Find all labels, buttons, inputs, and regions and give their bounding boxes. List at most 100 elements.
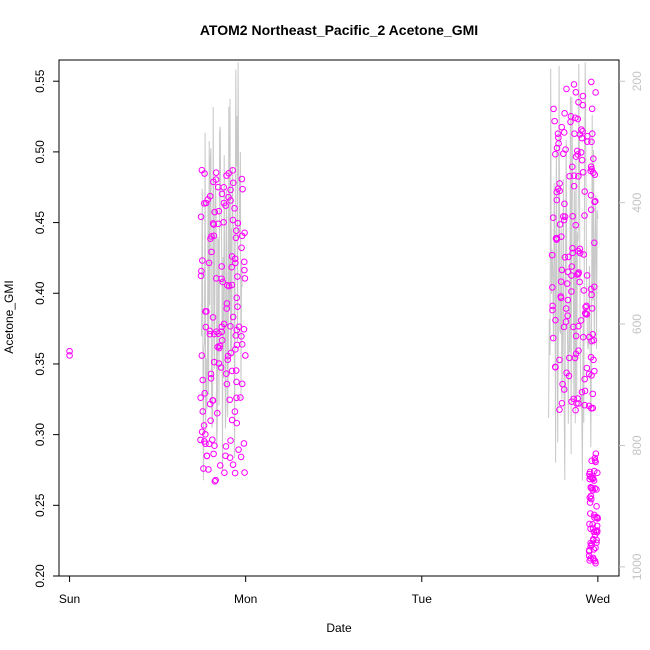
data-point	[567, 113, 575, 120]
data-point	[205, 440, 213, 448]
y-tick-label: 0.35	[33, 352, 47, 376]
data-point	[587, 167, 594, 175]
data-point	[227, 437, 234, 444]
data-point	[241, 469, 248, 476]
data-point	[587, 484, 595, 492]
data-point	[586, 494, 594, 501]
data-point	[590, 336, 597, 344]
data-point	[562, 318, 570, 326]
data-point	[586, 520, 593, 528]
data-point	[231, 408, 239, 415]
data-point	[219, 278, 227, 286]
axes-layer: 0.20 0.25 0.30 0.35 0.40 0.45 0.50 0.55 200 400 60…	[33, 69, 644, 606]
data-point	[574, 395, 581, 402]
data-point	[568, 163, 576, 171]
y-tick-label: 0.20	[33, 564, 47, 588]
data-point	[551, 117, 558, 125]
data-point	[570, 323, 577, 331]
plot-frame	[58, 59, 620, 577]
data-point	[220, 183, 228, 191]
data-point	[215, 220, 222, 228]
data-point	[574, 173, 582, 180]
data-point	[234, 273, 241, 280]
data-point	[593, 536, 600, 544]
data-point	[228, 416, 236, 424]
data-point	[238, 244, 245, 252]
data-point	[215, 344, 223, 352]
data-point	[222, 370, 230, 378]
data-point	[553, 188, 561, 196]
data-point	[223, 380, 231, 388]
data-point	[197, 213, 205, 221]
data-point	[568, 272, 575, 279]
data-point	[232, 259, 239, 267]
data-point	[228, 263, 236, 271]
data-point	[229, 216, 237, 224]
data-point	[238, 175, 246, 183]
data-point	[576, 249, 584, 257]
data-point	[570, 182, 578, 190]
data-point	[197, 436, 204, 444]
data-point	[198, 352, 206, 359]
y-axis-label: Acetone_GMI	[2, 280, 16, 353]
data-point	[237, 453, 245, 461]
data-point	[232, 234, 240, 242]
data-point	[234, 219, 242, 227]
data-point	[197, 272, 205, 280]
x-tick-label: Tue	[412, 592, 433, 606]
data-point	[214, 343, 221, 351]
data-point	[549, 306, 556, 314]
data-point	[592, 528, 599, 535]
data-point	[581, 212, 588, 219]
data-point	[207, 370, 215, 378]
data-point	[581, 375, 588, 383]
data-point	[207, 235, 214, 243]
data-point	[593, 503, 600, 510]
data-point	[206, 192, 214, 200]
data-point	[240, 440, 248, 447]
data-point	[591, 514, 598, 521]
data-point	[227, 349, 235, 357]
data-point	[581, 401, 589, 409]
right-tick-label: 1000	[630, 553, 644, 580]
data-point	[563, 369, 570, 377]
altitude-line-layer	[201, 62, 599, 481]
data-point	[201, 390, 209, 397]
data-point	[588, 404, 595, 412]
data-point	[563, 85, 570, 93]
data-point	[574, 247, 582, 255]
data-point	[552, 150, 559, 158]
data-point	[228, 367, 236, 375]
data-point	[549, 334, 557, 342]
right-tick-label: 200	[630, 71, 644, 91]
data-point	[577, 317, 585, 324]
data-point	[571, 130, 578, 137]
data-point	[579, 101, 587, 109]
data-point	[556, 187, 563, 195]
data-point	[226, 396, 234, 404]
data-point	[212, 476, 219, 484]
data-point	[215, 207, 223, 215]
data-point	[215, 360, 223, 367]
data-point	[555, 140, 562, 147]
data-point	[235, 323, 243, 331]
data-point	[572, 114, 579, 122]
data-point	[590, 511, 598, 519]
data-point	[557, 294, 565, 302]
right-tick-label: 600	[630, 314, 644, 334]
data-point	[229, 461, 237, 468]
data-point	[199, 408, 207, 415]
data-point	[238, 333, 245, 340]
data-point	[213, 409, 221, 417]
data-point	[591, 171, 599, 178]
data-point	[200, 465, 207, 472]
data-point	[212, 169, 220, 176]
data-point	[231, 205, 238, 212]
data-point	[552, 364, 559, 371]
data-point	[555, 134, 562, 141]
data-point	[590, 467, 598, 475]
y-tick-label: 0.55	[33, 69, 47, 93]
data-point	[216, 462, 224, 469]
data-point	[210, 450, 217, 458]
